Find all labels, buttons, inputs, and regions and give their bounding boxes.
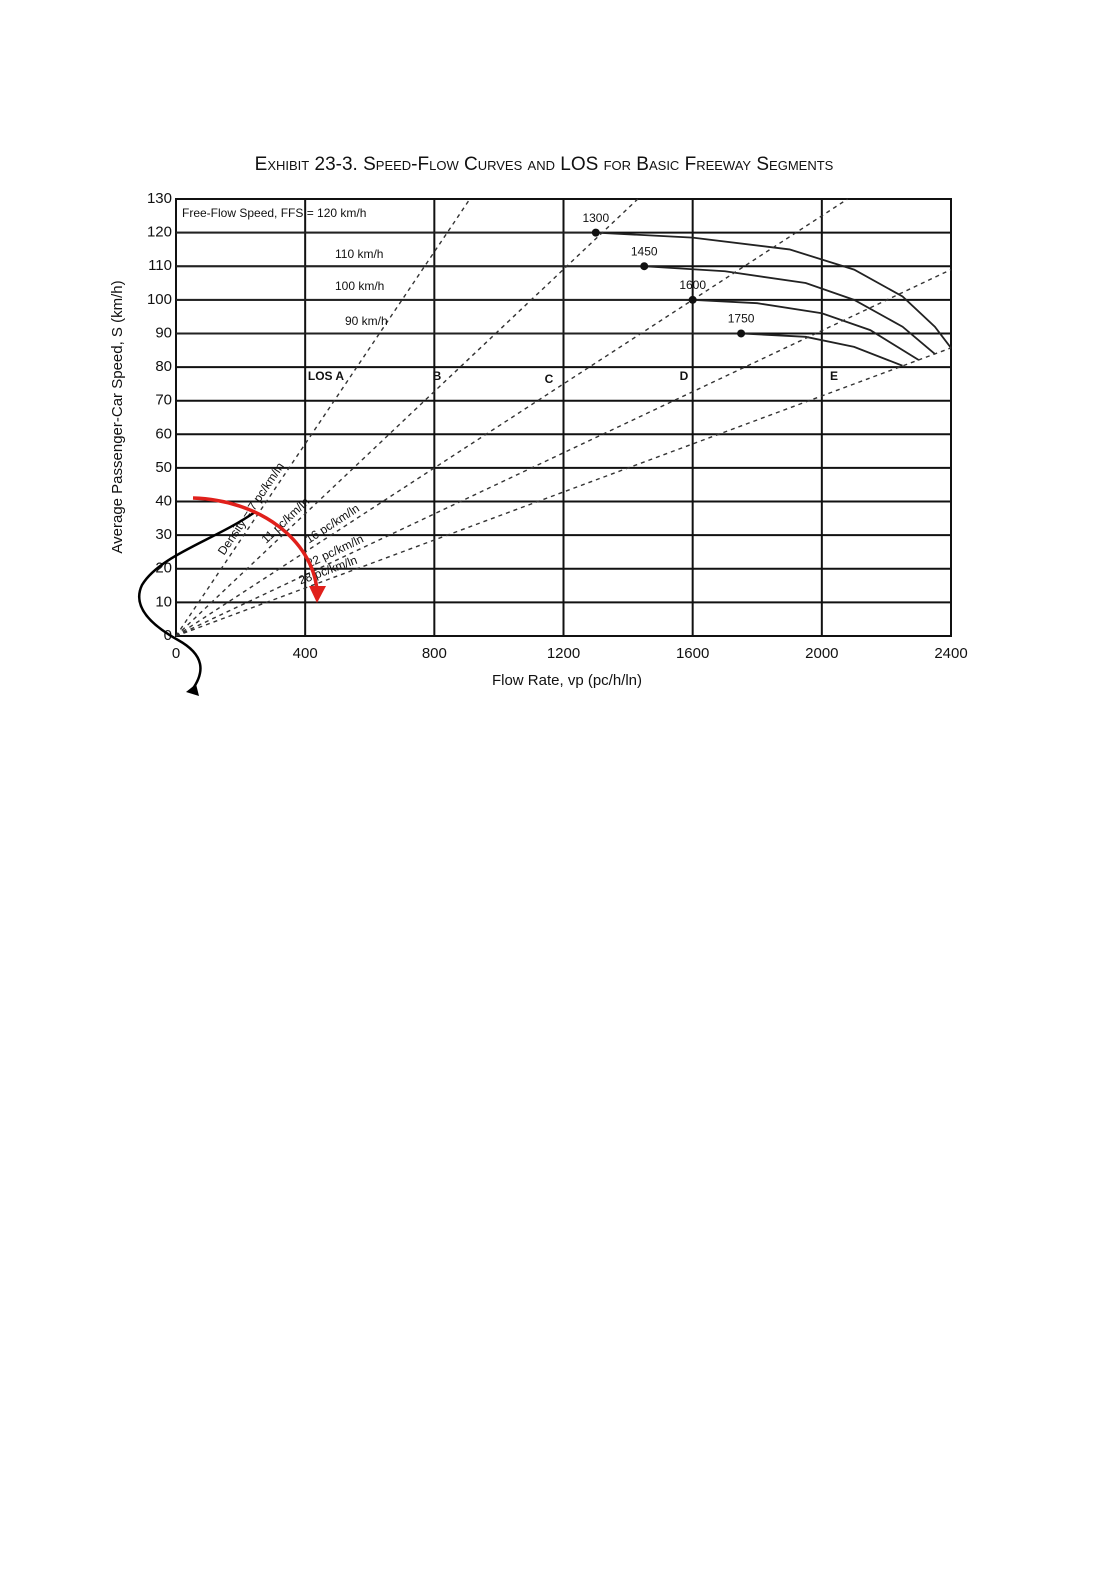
breakpoint bbox=[688, 295, 697, 304]
los-label: E bbox=[830, 369, 838, 383]
series-line bbox=[175, 198, 639, 637]
curve-label: 90 km/h bbox=[345, 314, 388, 328]
y-tick-label: 120 bbox=[147, 224, 172, 241]
series-line bbox=[176, 231, 952, 349]
y-tick-label: 60 bbox=[155, 425, 172, 442]
y-tick-label: 40 bbox=[155, 493, 172, 510]
x-axis-label: Flow Rate, vp (pc/h/ln) bbox=[492, 672, 642, 689]
curve-label: Free-Flow Speed, FFS = 120 km/h bbox=[182, 206, 366, 220]
red-arrowhead bbox=[309, 586, 326, 603]
y-tick-label: 110 bbox=[148, 257, 172, 274]
x-tick-label: 1200 bbox=[547, 645, 580, 662]
breakpoint-label: 1450 bbox=[631, 244, 658, 258]
breakpoint bbox=[640, 262, 649, 271]
x-tick-label: 2000 bbox=[805, 645, 838, 662]
y-tick-label: 70 bbox=[155, 392, 172, 409]
y-tick-label: 90 bbox=[155, 324, 172, 341]
series-line bbox=[175, 198, 849, 637]
breakpoint bbox=[591, 228, 600, 237]
breakpoint-label: 1600 bbox=[679, 278, 706, 292]
y-axis-label: Average Passenger-Car Speed, S (km/h) bbox=[109, 280, 126, 553]
y-tick-label: 130 bbox=[147, 190, 172, 207]
los-label: D bbox=[680, 369, 689, 383]
y-tick-label: 80 bbox=[155, 358, 172, 375]
y-tick-label: 30 bbox=[155, 526, 172, 543]
series-line bbox=[175, 268, 952, 637]
x-tick-label: 1600 bbox=[676, 645, 709, 662]
breakpoint-label: 1300 bbox=[582, 211, 609, 225]
curve-label: 100 km/h bbox=[335, 279, 384, 293]
series-line bbox=[176, 332, 903, 367]
breakpoint-label: 1750 bbox=[728, 312, 755, 326]
series-line bbox=[176, 298, 920, 361]
chart-title: Exhibit 23-3. Speed-Flow Curves and LOS … bbox=[255, 154, 834, 175]
los-label: C bbox=[545, 372, 554, 386]
breakpoint bbox=[737, 329, 746, 338]
los-label: B bbox=[433, 369, 442, 383]
y-tick-label: 50 bbox=[155, 459, 172, 476]
series-line bbox=[175, 347, 952, 637]
y-tick-label: 20 bbox=[155, 560, 172, 577]
x-tick-label: 400 bbox=[293, 645, 318, 662]
x-tick-label: 800 bbox=[422, 645, 447, 662]
y-tick-label: 0 bbox=[164, 627, 172, 644]
x-tick-label: 2400 bbox=[934, 645, 967, 662]
plot-frame bbox=[175, 198, 952, 637]
curve-label: 110 km/h bbox=[335, 247, 383, 261]
los-label: LOS A bbox=[308, 369, 345, 383]
red-arrow bbox=[192, 496, 319, 591]
y-tick-label: 100 bbox=[147, 291, 172, 308]
y-tick-label: 10 bbox=[155, 593, 172, 610]
x-tick-label: 0 bbox=[172, 645, 180, 662]
hand-drawn-curve bbox=[138, 510, 256, 691]
hand-drawn-arrowhead bbox=[186, 684, 199, 696]
